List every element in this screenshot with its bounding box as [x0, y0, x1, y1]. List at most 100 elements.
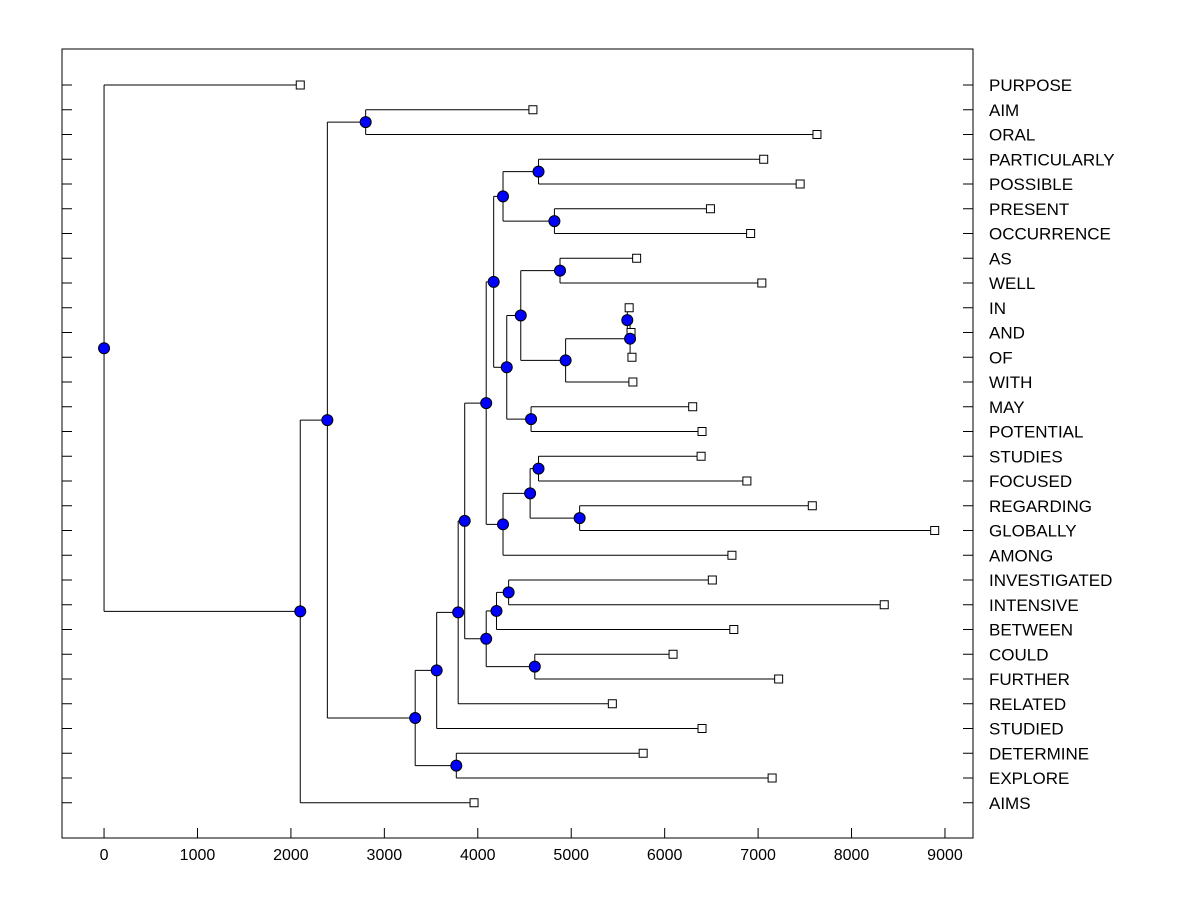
left-tick-marks: [62, 84, 72, 804]
plot-frame: [61, 48, 974, 839]
leaf-label: PURPOSE: [989, 76, 1072, 95]
x-tick-label: 5000: [553, 847, 589, 864]
leaf-marker: [668, 649, 678, 659]
leaf-marker: [697, 427, 707, 436]
leaf-label: GLOBALLY: [989, 522, 1077, 541]
leaf-marker: [696, 451, 706, 461]
leaf-marker: [688, 402, 698, 412]
leaf-marker: [697, 724, 707, 733]
merge-node: [621, 314, 634, 327]
leaf-marker: [469, 798, 479, 808]
x-tick-label: 8000: [834, 847, 870, 864]
leaf-marker: [638, 748, 648, 758]
merge-node: [524, 487, 537, 500]
leaf-marker: [628, 377, 638, 387]
leaf-label: INTENSIVE: [989, 596, 1079, 615]
merge-node: [409, 712, 422, 725]
x-tick-label: 3000: [367, 847, 403, 864]
merge-node: [98, 342, 111, 355]
merge-node: [554, 264, 567, 277]
x-tick-label: 2000: [273, 847, 309, 864]
merge-node: [532, 462, 545, 475]
leaf-label: COULD: [989, 645, 1049, 664]
leaf-marker: [707, 575, 717, 585]
leaf-label: WITH: [989, 373, 1032, 392]
merge-node: [532, 165, 545, 178]
merge-node: [480, 397, 493, 410]
merge-node: [559, 354, 572, 367]
leaf-marker: [767, 773, 777, 783]
leaf-label: WELL: [989, 274, 1035, 293]
leaf-label: DETERMINE: [989, 744, 1089, 763]
merge-node: [480, 632, 493, 645]
leaf-label: AIMS: [989, 794, 1031, 813]
merge-node: [548, 215, 561, 228]
merge-node: [528, 660, 541, 673]
leaf-marker: [774, 674, 784, 684]
x-tick-label: 6000: [647, 847, 683, 864]
leaf-label: IN: [989, 299, 1006, 318]
leaf-label: MAY: [989, 398, 1025, 417]
leaf-marker: [812, 130, 822, 139]
merge-node: [497, 190, 510, 203]
merge-node: [500, 361, 513, 374]
leaf-marker: [757, 278, 767, 288]
x-tick-label: 7000: [740, 847, 776, 864]
leaf-label: OF: [989, 348, 1013, 367]
merge-node: [452, 606, 465, 619]
leaf-marker: [729, 625, 739, 634]
leaf-label: REGARDING: [989, 497, 1092, 516]
leaf-marker: [742, 476, 752, 486]
merge-node: [430, 664, 443, 677]
leaf-label: BETWEEN: [989, 621, 1073, 640]
leaf-label: POSSIBLE: [989, 175, 1073, 194]
leaf-marker: [624, 303, 634, 313]
leaf-marker: [746, 229, 756, 238]
merge-node: [514, 309, 527, 322]
x-axis: 0 1000 2000 3000 4000 5000 6000 7000 8000 9000: [100, 828, 963, 864]
leaf-label: INVESTIGATED: [989, 571, 1112, 590]
leaf-label: AS: [989, 249, 1012, 268]
merge-node: [487, 275, 500, 288]
leaf-label: PRESENT: [989, 200, 1069, 219]
leaf-label: OCCURRENCE: [989, 225, 1111, 244]
leaf-label: AMONG: [989, 546, 1053, 565]
merge-node: [525, 413, 538, 426]
leaf-labels: PURPOSE AIM ORAL PARTICULARLY POSSIBLE PRESEN…: [989, 76, 1115, 813]
leaf-marker: [295, 80, 305, 90]
merge-node: [502, 586, 515, 599]
leaf-markers: [295, 80, 940, 808]
x-tick-label: 0: [100, 847, 109, 864]
leaf-label: POTENTIAL: [989, 423, 1083, 442]
leaf-label: ORAL: [989, 126, 1035, 145]
leaf-label: PARTICULARLY: [989, 150, 1115, 169]
leaf-label: AND: [989, 324, 1025, 343]
leaf-label: STUDIES: [989, 447, 1063, 466]
merge-node: [294, 605, 307, 618]
merge-node: [359, 116, 372, 129]
leaf-marker: [759, 154, 769, 164]
merge-node: [573, 512, 586, 525]
leaf-label: EXPLORE: [989, 769, 1069, 788]
merge-node: [624, 332, 637, 345]
leaf-label: FOCUSED: [989, 472, 1072, 491]
leaf-label: FURTHER: [989, 670, 1070, 689]
leaf-label: STUDIED: [989, 720, 1064, 739]
leaf-marker: [879, 600, 889, 610]
merge-node: [497, 518, 510, 531]
merge-node: [490, 604, 503, 617]
merge-node: [458, 514, 471, 527]
leaf-label: AIM: [989, 101, 1019, 120]
leaf-marker: [807, 501, 817, 511]
leaf-marker: [528, 105, 538, 115]
leaf-marker: [607, 699, 617, 709]
x-tick-label: 4000: [460, 847, 496, 864]
leaf-marker: [930, 526, 940, 535]
leaf-marker: [627, 352, 637, 362]
right-tick-marks: [963, 84, 973, 804]
leaf-label: RELATED: [989, 695, 1066, 714]
x-tick-label: 9000: [927, 847, 963, 864]
leaf-marker: [705, 204, 715, 214]
leaf-marker: [632, 253, 642, 263]
